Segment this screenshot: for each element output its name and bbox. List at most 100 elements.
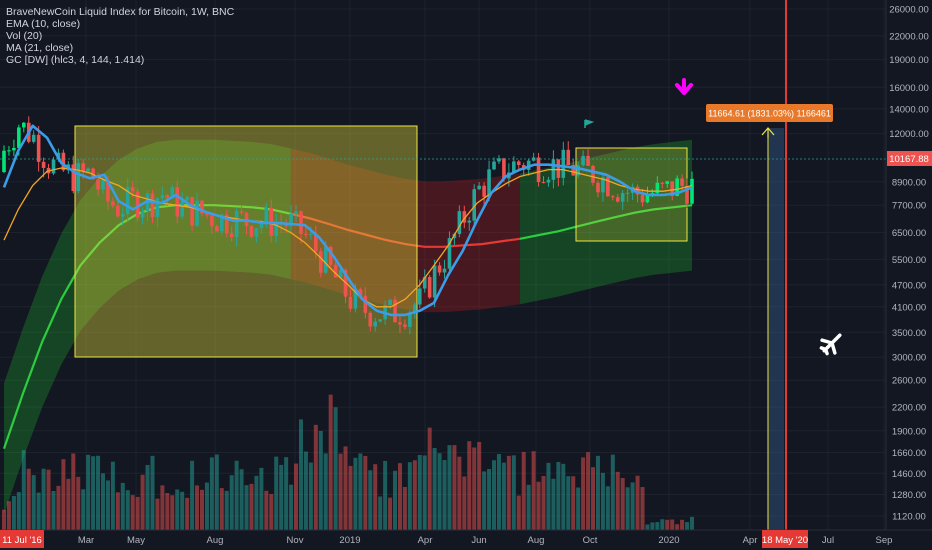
candle-body — [660, 182, 665, 184]
volume-bar — [294, 463, 299, 530]
candle-body — [36, 134, 41, 162]
volume-bar — [417, 454, 422, 530]
volume-bar — [531, 451, 536, 530]
volume-bar — [620, 477, 625, 530]
volume-bar — [462, 476, 467, 530]
volume-bar — [224, 490, 229, 530]
time-tick-label: Apr — [418, 535, 433, 546]
candle-body — [393, 299, 397, 323]
time-tick-label: 2019 — [339, 535, 360, 546]
candle-body — [17, 127, 21, 148]
candle-body — [581, 155, 585, 166]
range-box-2018[interactable] — [74, 125, 418, 358]
chart-legend[interactable]: BraveNewCoin Liquid Index for Bitcoin, 1… — [6, 6, 234, 66]
legend-symbol[interactable]: BraveNewCoin Liquid Index for Bitcoin, 1… — [6, 6, 235, 18]
volume-bar — [115, 492, 120, 530]
candle-body — [229, 233, 234, 238]
volume-bar — [170, 495, 175, 530]
legend-gc[interactable]: GC [DW] (hlc3, 4, 144, 1.414) — [6, 54, 145, 66]
candle-body — [294, 211, 298, 214]
candle-body — [576, 165, 580, 176]
candle-body — [264, 207, 269, 224]
volume-bar — [303, 451, 308, 530]
volume-bar — [412, 460, 417, 530]
volume-bar — [566, 476, 571, 530]
volume-bar — [155, 498, 160, 530]
volume-bar — [427, 427, 432, 530]
candle-body — [625, 192, 630, 194]
time-tick-label: Apr — [743, 535, 758, 546]
candle-body — [413, 304, 417, 313]
time-tick-label: 2020 — [658, 535, 679, 546]
candle-body — [482, 185, 486, 197]
volume-bar — [457, 456, 462, 530]
candle-body — [571, 165, 576, 176]
candle-body — [690, 178, 694, 204]
candle-body — [398, 322, 402, 325]
volume-bar — [180, 491, 185, 530]
candle-body — [685, 185, 689, 204]
candle-body — [645, 194, 650, 203]
volume-bar — [219, 488, 224, 530]
projection-range — [768, 128, 784, 530]
volume-bar — [680, 519, 685, 530]
price-axis[interactable]: 26000.00 22000.00 19000.00 16000.00 14000.00… — [889, 5, 929, 523]
projection-label: 11664.61 (1831.03%) 1166461 — [708, 109, 831, 119]
volume-bar — [551, 478, 556, 530]
price-tick-label: 7700.00 — [892, 201, 926, 212]
volume-bar — [521, 451, 526, 530]
volume-bar — [576, 487, 581, 530]
volume-bar — [511, 455, 516, 530]
price-tick-label: 22000.00 — [889, 31, 929, 42]
price-tick-label: 1900.00 — [892, 426, 926, 437]
time-axis[interactable]: Mar May Aug Nov 2019 Apr Jun Aug Oct 2020 Apr Jul Se… — [78, 535, 893, 546]
price-tick-label: 1120.00 — [892, 512, 926, 523]
volume-bar — [125, 490, 130, 530]
candle-body — [675, 178, 679, 196]
candle-body — [556, 159, 561, 178]
candle-body — [472, 189, 477, 221]
volume-bar — [160, 485, 165, 530]
volume-bar — [665, 519, 670, 530]
candle-body — [165, 195, 170, 199]
volume-bar — [249, 483, 254, 530]
candle-body — [135, 191, 140, 218]
volume-bar — [645, 524, 650, 530]
volume-bar — [526, 484, 531, 530]
legend-ema[interactable]: EMA (10, close) — [6, 18, 81, 30]
volume-bar — [6, 501, 11, 530]
candle-body — [224, 214, 229, 234]
volume-bar — [279, 464, 284, 530]
volume-bar — [81, 489, 86, 530]
volume-bar — [437, 453, 442, 530]
ma-21-line — [3, 167, 693, 308]
volume-bar — [397, 463, 402, 530]
time-tick-label: Aug — [528, 535, 545, 546]
time-axis-bg — [0, 530, 932, 550]
candle-body — [101, 180, 105, 190]
candle-body — [239, 211, 244, 213]
candle-body — [249, 226, 254, 237]
price-tick-label: 4100.00 — [892, 302, 926, 313]
volume-bar — [610, 454, 615, 530]
volume-bar — [204, 482, 209, 530]
legend-ma[interactable]: MA (21, close) — [6, 42, 74, 54]
volume-bar — [11, 496, 16, 530]
volume-bar — [630, 482, 635, 530]
volume-bar — [229, 475, 234, 530]
candle-body — [289, 213, 293, 227]
candle-body — [368, 312, 373, 327]
volume-bar — [269, 494, 274, 530]
legend-vol[interactable]: Vol (20) — [6, 30, 43, 42]
start-date-label: 11 Jul '16 — [2, 535, 42, 546]
candle-body — [180, 200, 184, 217]
price-tick-label: 2600.00 — [892, 376, 926, 387]
candle-body — [175, 187, 180, 217]
candle-body — [541, 182, 546, 184]
candle-body — [408, 312, 412, 327]
volume-bar — [190, 460, 195, 530]
volume-bar — [368, 470, 373, 530]
candle-body — [620, 193, 625, 202]
candle-body — [111, 201, 115, 206]
